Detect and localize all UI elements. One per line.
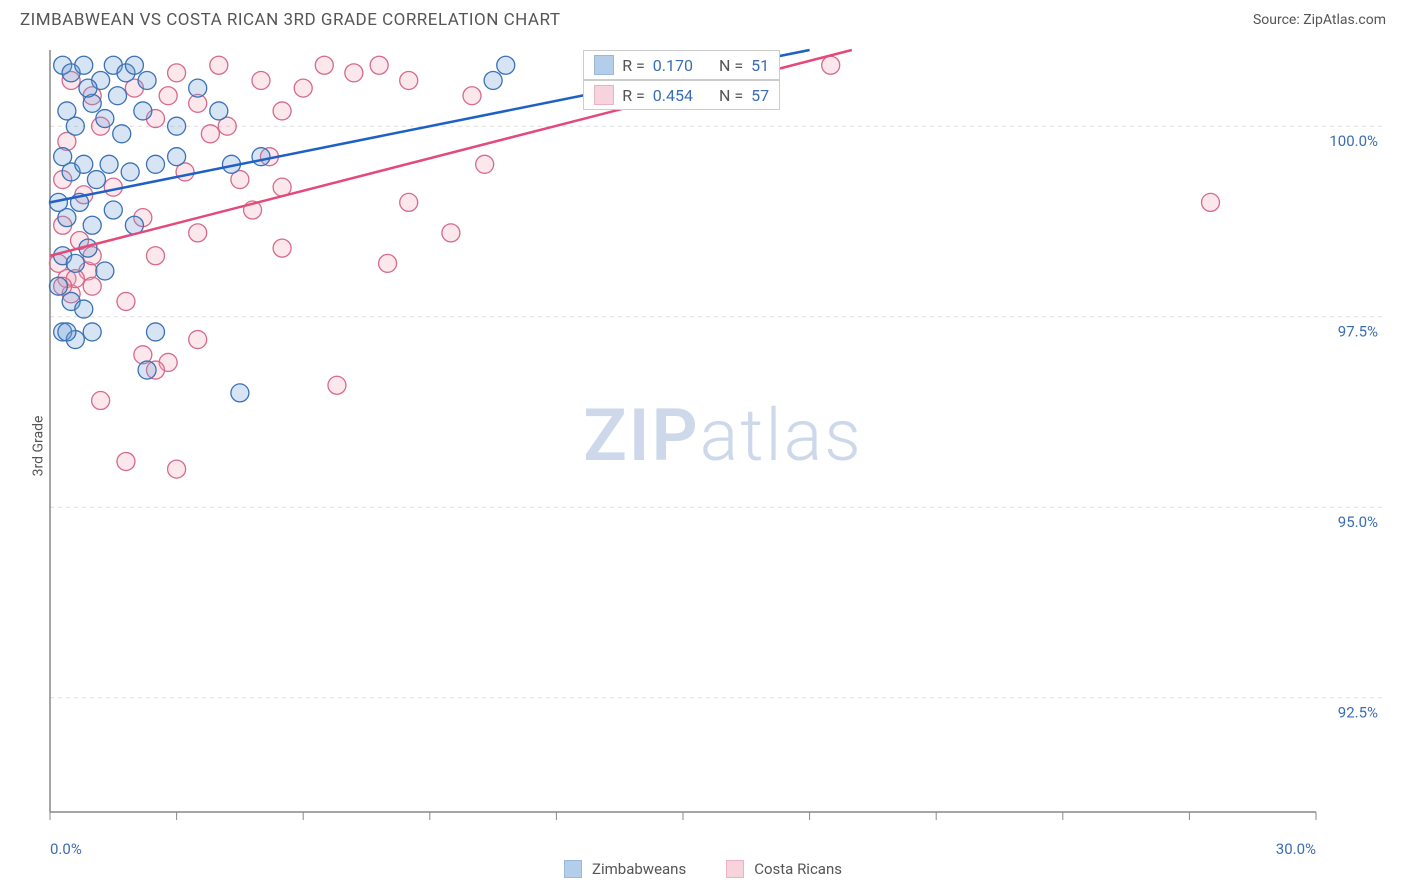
scatter-point xyxy=(463,87,481,105)
stats-r-value: 0.170 xyxy=(653,56,693,75)
scatter-point xyxy=(87,171,105,189)
scatter-point xyxy=(96,262,114,280)
scatter-point xyxy=(83,216,101,234)
scatter-point xyxy=(1202,193,1220,211)
scatter-point xyxy=(134,102,152,120)
chart-svg: 92.5% 95.0% 97.5% 100.0% xyxy=(48,48,1386,832)
scatter-point xyxy=(168,460,186,478)
stats-row: R = 0.454 N = 57 xyxy=(583,80,780,110)
scatter-point xyxy=(138,71,156,89)
legend-label: Costa Ricans xyxy=(754,860,842,878)
scatter-point xyxy=(328,376,346,394)
scatter-point xyxy=(96,110,114,128)
legend-item: Zimbabweans xyxy=(564,860,686,878)
stats-n-value: 57 xyxy=(751,86,769,105)
scatter-point xyxy=(822,56,840,74)
scatter-point xyxy=(109,87,127,105)
scatter-point xyxy=(294,79,312,97)
stats-n-value: 51 xyxy=(751,56,769,75)
chart-header: ZIMBABWEAN VS COSTA RICAN 3RD GRADE CORR… xyxy=(0,0,1406,38)
scatter-point xyxy=(497,56,515,74)
scatter-point xyxy=(189,331,207,349)
scatter-point xyxy=(66,254,84,272)
stats-row: R = 0.170 N = 51 xyxy=(583,50,780,80)
scatter-point xyxy=(370,56,388,74)
scatter-point xyxy=(252,71,270,89)
chart-title: ZIMBABWEAN VS COSTA RICAN 3RD GRADE CORR… xyxy=(20,10,560,30)
scatter-point xyxy=(147,155,165,173)
scatter-point xyxy=(168,117,186,135)
scatter-point xyxy=(476,155,494,173)
legend-swatch xyxy=(564,860,582,878)
scatter-point xyxy=(92,392,110,410)
scatter-point xyxy=(117,292,135,310)
scatter-point xyxy=(49,277,67,295)
scatter-point xyxy=(83,277,101,295)
scatter-point xyxy=(201,125,219,143)
scatter-point xyxy=(231,384,249,402)
scatter-point xyxy=(75,300,93,318)
scatter-point xyxy=(58,323,76,341)
scatter-point xyxy=(58,209,76,227)
stats-r-value: 0.454 xyxy=(653,86,693,105)
scatter-point xyxy=(147,247,165,265)
legend-swatch xyxy=(726,860,744,878)
y-tick-label: 92.5% xyxy=(1338,704,1378,722)
legend-label: Zimbabweans xyxy=(592,860,686,878)
y-axis-label: 3rd Grade xyxy=(30,416,46,477)
stats-n-label: N = xyxy=(719,86,743,105)
scatter-point xyxy=(117,452,135,470)
chart-plot-area: 92.5%95.0%97.5%100.0% ZIPatlas R =0.170N… xyxy=(48,48,1386,832)
scatter-point xyxy=(121,163,139,181)
scatter-point xyxy=(210,102,228,120)
scatter-point xyxy=(104,178,122,196)
scatter-point xyxy=(379,254,397,272)
scatter-point xyxy=(75,155,93,173)
scatter-point xyxy=(83,323,101,341)
scatter-point xyxy=(210,56,228,74)
y-tick-label: 100.0% xyxy=(1329,132,1378,150)
y-tick-label: 97.5% xyxy=(1338,323,1378,341)
scatter-point xyxy=(273,239,291,257)
scatter-point xyxy=(75,56,93,74)
scatter-point xyxy=(100,155,118,173)
x-tick-label: 0.0% xyxy=(50,840,82,858)
scatter-point xyxy=(400,193,418,211)
scatter-point xyxy=(189,224,207,242)
stats-n-label: N = xyxy=(719,56,743,75)
scatter-point xyxy=(79,79,97,97)
stats-swatch xyxy=(594,85,614,105)
scatter-point xyxy=(345,64,363,82)
scatter-point xyxy=(400,71,418,89)
scatter-point xyxy=(168,148,186,166)
chart-source: Source: ZipAtlas.com xyxy=(1253,12,1386,28)
scatter-point xyxy=(147,323,165,341)
scatter-point xyxy=(273,102,291,120)
scatter-point xyxy=(138,361,156,379)
y-tick-label: 95.0% xyxy=(1338,513,1378,531)
chart-stats-legend: R = 0.170 N = 51 R = 0.454 N = 57 xyxy=(583,50,780,110)
stats-r-label: R = xyxy=(622,86,645,105)
scatter-point xyxy=(113,125,131,143)
scatter-point xyxy=(252,148,270,166)
stats-r-label: R = xyxy=(622,56,645,75)
scatter-point xyxy=(189,79,207,97)
scatter-point xyxy=(442,224,460,242)
scatter-point xyxy=(484,71,502,89)
stats-swatch xyxy=(594,55,614,75)
scatter-point xyxy=(315,56,333,74)
scatter-point xyxy=(168,64,186,82)
scatter-point xyxy=(104,201,122,219)
x-tick-label: 30.0% xyxy=(1276,840,1316,858)
scatter-point xyxy=(159,87,177,105)
chart-bottom-legend: Zimbabweans Costa Ricans xyxy=(564,860,842,878)
scatter-point xyxy=(125,56,143,74)
legend-item: Costa Ricans xyxy=(726,860,842,878)
scatter-point xyxy=(66,117,84,135)
